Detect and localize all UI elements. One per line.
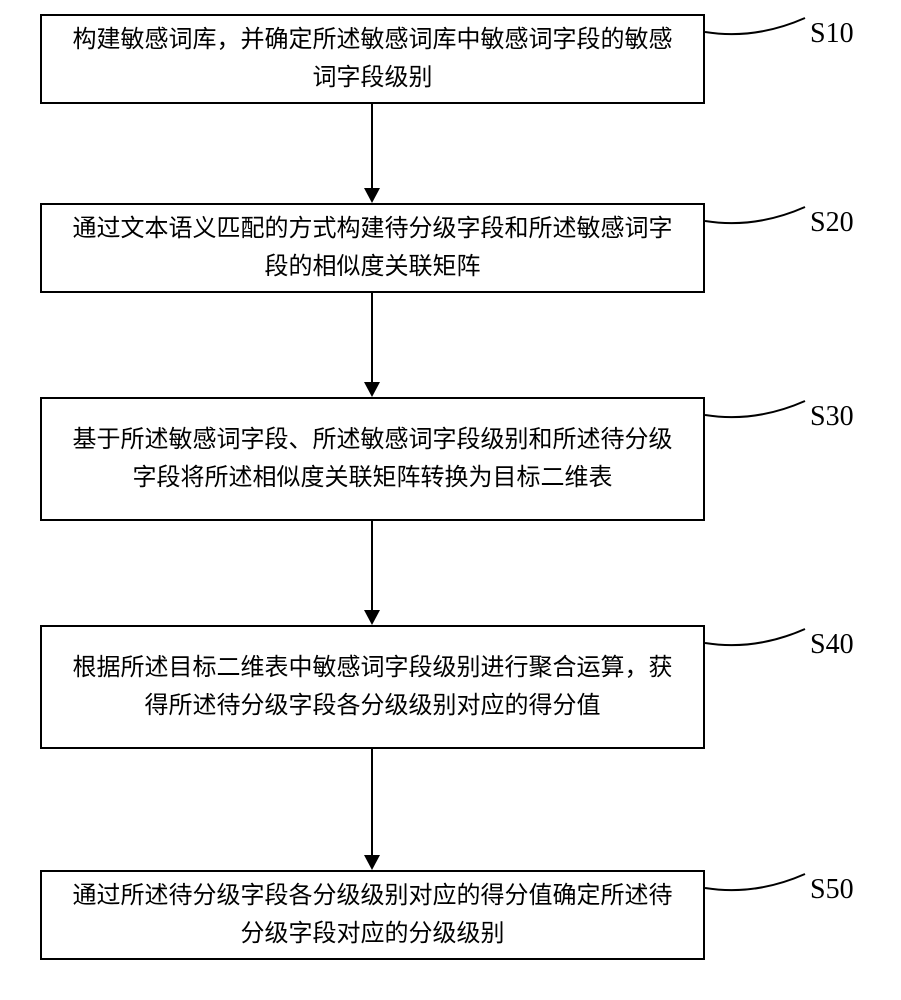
arrow-s40-s50 <box>362 749 382 870</box>
flowchart-node-s30: 基于所述敏感词字段、所述敏感词字段级别和所述待分级字段将所述相似度关联矩阵转换为… <box>40 397 705 521</box>
label-text: S20 <box>810 207 854 238</box>
label-connector-s50 <box>705 866 810 906</box>
label-connector-s40 <box>705 621 810 661</box>
node-label-s40: S40 <box>810 629 854 661</box>
label-text: S10 <box>810 18 854 49</box>
node-label-s30: S30 <box>810 401 854 433</box>
flowchart-node-s40: 根据所述目标二维表中敏感词字段级别进行聚合运算，获得所述待分级字段各分级级别对应… <box>40 625 705 749</box>
arrow-s30-s40 <box>362 521 382 625</box>
node-label-s20: S20 <box>810 207 854 239</box>
label-connector-s20 <box>705 199 810 239</box>
arrow-s10-s20 <box>362 104 382 203</box>
label-text: S30 <box>810 401 854 432</box>
label-text: S40 <box>810 629 854 660</box>
node-label-s10: S10 <box>810 18 854 50</box>
node-text: 通过文本语义匹配的方式构建待分级字段和所述敏感词字段的相似度关联矩阵 <box>62 210 683 287</box>
flowchart-node-s10: 构建敏感词库，并确定所述敏感词库中敏感词字段的敏感词字段级别 <box>40 14 705 104</box>
flowchart-container: 构建敏感词库，并确定所述敏感词库中敏感词字段的敏感词字段级别 S10 通过文本语… <box>0 0 901 1000</box>
node-text: 根据所述目标二维表中敏感词字段级别进行聚合运算，获得所述待分级字段各分级级别对应… <box>62 649 683 726</box>
node-text: 构建敏感词库，并确定所述敏感词库中敏感词字段的敏感词字段级别 <box>62 21 683 98</box>
node-text: 通过所述待分级字段各分级级别对应的得分值确定所述待分级字段对应的分级级别 <box>62 877 683 954</box>
node-label-s50: S50 <box>810 874 854 906</box>
node-text: 基于所述敏感词字段、所述敏感词字段级别和所述待分级字段将所述相似度关联矩阵转换为… <box>62 421 683 498</box>
label-text: S50 <box>810 874 854 905</box>
label-connector-s10 <box>705 10 810 50</box>
label-connector-s30 <box>705 393 810 433</box>
flowchart-node-s50: 通过所述待分级字段各分级级别对应的得分值确定所述待分级字段对应的分级级别 <box>40 870 705 960</box>
arrow-s20-s30 <box>362 293 382 397</box>
flowchart-node-s20: 通过文本语义匹配的方式构建待分级字段和所述敏感词字段的相似度关联矩阵 <box>40 203 705 293</box>
